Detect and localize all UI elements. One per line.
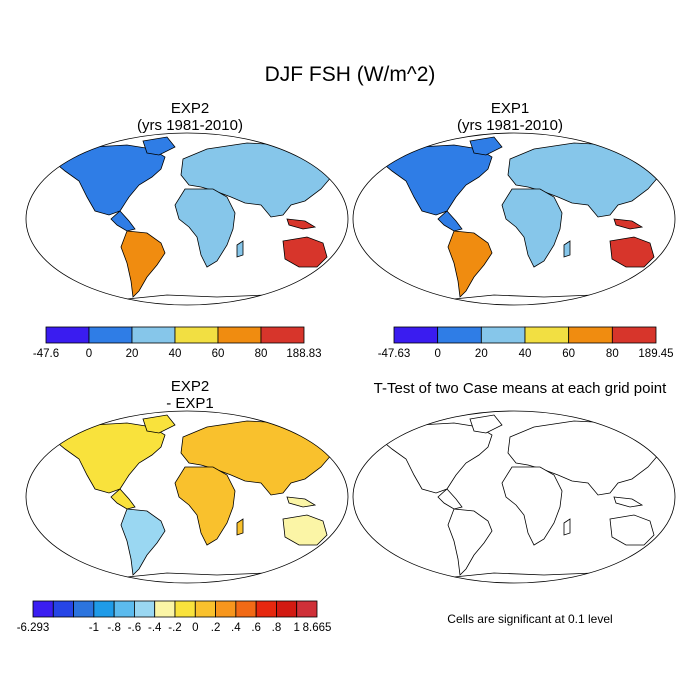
ttest-map-land-sa (447, 508, 493, 576)
colorbar-difference-label-0: -6.293 (17, 622, 50, 634)
panel-1-title: EXP2 (yrs 1981-2010) (30, 100, 350, 134)
exp2-map-land-sa (120, 230, 166, 298)
colorbar-difference-label-10: .8 (272, 622, 282, 634)
colorbar-exp1-label-2: 20 (475, 348, 488, 360)
panel-4-title: T-Test of two Case means at each grid po… (345, 380, 695, 397)
colorbar-difference-box-2 (73, 600, 95, 618)
exp1-map-land-na (379, 136, 503, 232)
diff-map-land-sa (120, 508, 166, 576)
colorbar-difference-box-10 (235, 600, 257, 618)
panel-3-title: EXP2 - EXP1 (30, 378, 350, 412)
colorbar-exp2-box-2 (131, 326, 176, 344)
exp2-map-land-au (282, 218, 328, 268)
colorbar-exp1-box-1 (437, 326, 482, 344)
colorbar-exp1-box-3 (524, 326, 570, 344)
diff-map-land-au (282, 496, 328, 546)
colorbar-difference-label-7: .2 (211, 622, 221, 634)
colorbar-exp1-label-0: -47.63 (378, 348, 411, 360)
colorbar-exp1-label-3: 40 (519, 348, 532, 360)
colorbar-exp2-box-4 (217, 326, 262, 344)
colorbar-difference-label-12: 8.665 (303, 622, 332, 634)
colorbar-exp2-box-5 (260, 326, 305, 344)
colorbar-difference-label-8: .4 (231, 622, 241, 634)
colorbar-difference-box-12 (276, 600, 298, 618)
colorbar-exp1-label-1: 0 (434, 348, 440, 360)
colorbar-exp2-box-3 (174, 326, 219, 344)
exp2-map-frame (25, 132, 349, 306)
colorbar-exp2-label-1: 0 (86, 348, 92, 360)
colorbar-difference-label-5: -.2 (168, 622, 181, 634)
ttest-map-land-au (609, 496, 655, 546)
colorbar-difference-box-9 (215, 600, 237, 618)
panel-4-title-line1: T-Test of two Case means at each grid po… (373, 380, 667, 397)
colorbar-difference-box-11 (255, 600, 277, 618)
colorbar-difference-box-6 (154, 600, 176, 618)
colorbar-exp1-label-5: 80 (606, 348, 619, 360)
ttest-map-frame (352, 410, 676, 584)
colorbar-exp1-label-4: 60 (562, 348, 575, 360)
colorbar-difference-box-8 (194, 600, 216, 618)
colorbar-exp2-box-0 (45, 326, 90, 344)
panel-3-title-line2: - EXP1 (166, 395, 214, 412)
colorbar-exp1-box-5 (611, 326, 657, 344)
exp1-map-land-sa (447, 230, 493, 298)
colorbar-difference: -6.293 -1 -.8 -.6 -.4 -.2 0 .2 .4 .6 .8 1 8.665 (17, 600, 332, 634)
panel-1-title-line2: (yrs 1981-2010) (137, 117, 243, 134)
figure-title: DJF FSH (W/m^2) (264, 63, 436, 86)
exp2-map-land-na (52, 136, 176, 232)
colorbar-difference-label-9: .6 (251, 622, 261, 634)
colorbar-difference-box-7 (174, 600, 196, 618)
colorbar-exp2-label-5: 80 (255, 348, 268, 360)
colorbar-difference-label-11: 1 (294, 622, 300, 634)
colorbar-difference-label-1: -1 (89, 622, 99, 634)
colorbar-exp2-label-3: 40 (169, 348, 182, 360)
colorbar-difference-box-0 (32, 600, 54, 618)
map-panel-exp2 (25, 132, 349, 306)
colorbar-difference-box-1 (52, 600, 74, 618)
panel-2-title: EXP1 (yrs 1981-2010) (350, 100, 670, 134)
ttest-map-land-na (379, 414, 503, 510)
colorbar-exp1-label-6: 189.45 (638, 348, 673, 360)
colorbar-exp2-label-0: -47.6 (33, 348, 59, 360)
colorbar-difference-box-5 (134, 600, 156, 618)
colorbar-exp2-label-2: 20 (126, 348, 139, 360)
panel-2-title-line1: EXP1 (490, 100, 530, 117)
panel-3-title-line1: EXP2 (170, 378, 210, 395)
significance-note: Cells are significant at 0.1 level (447, 612, 613, 626)
exp1-map-frame (352, 132, 676, 306)
colorbar-exp2-label-4: 60 (212, 348, 225, 360)
colorbar-exp1-box-4 (568, 326, 613, 344)
map-panel-difference (25, 410, 349, 584)
diff-map-frame (25, 410, 349, 584)
colorbar-exp1-box-2 (480, 326, 526, 344)
colorbar-difference-label-4: -.4 (148, 622, 162, 634)
colorbar-difference-box-13 (296, 600, 318, 618)
colorbar-difference-box-4 (113, 600, 135, 618)
colorbar-difference-box-3 (93, 600, 115, 618)
colorbar-difference-label-6: 0 (192, 622, 198, 634)
diff-map-land-na (52, 414, 176, 510)
map-panel-ttest (352, 410, 676, 584)
colorbar-difference-label-2: -.8 (107, 622, 120, 634)
panel-2-title-line2: (yrs 1981-2010) (457, 117, 563, 134)
colorbar-exp1-box-0 (393, 326, 439, 344)
colorbar-exp2-label-6: 188.83 (286, 348, 321, 360)
exp1-map-land-au (609, 218, 655, 268)
colorbar-difference-label-3: -.6 (128, 622, 141, 634)
colorbar-exp2-box-1 (88, 326, 133, 344)
map-panel-exp1 (352, 132, 676, 306)
colorbar-exp1: -47.63 0 20 40 60 80 189.45 (378, 326, 674, 360)
colorbar-exp2: -47.6 0 20 40 60 80 188.83 (33, 326, 322, 360)
panel-1-title-line1: EXP2 (170, 100, 210, 117)
